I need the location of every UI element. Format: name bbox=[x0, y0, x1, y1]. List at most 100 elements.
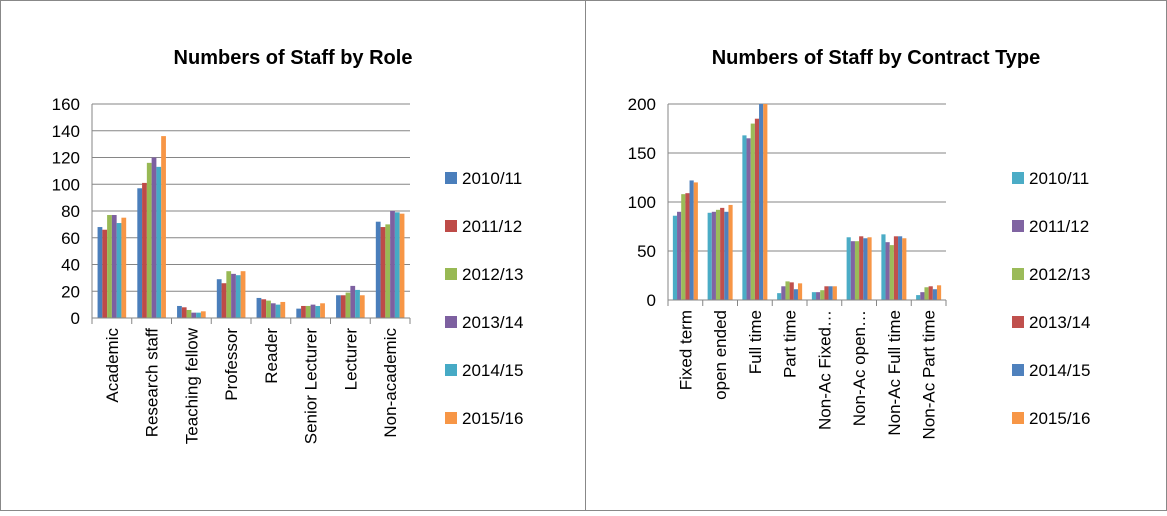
bar bbox=[310, 304, 316, 318]
bar bbox=[850, 241, 855, 300]
x-tick-label: Senior Lecturer bbox=[302, 328, 321, 445]
bar bbox=[932, 289, 937, 300]
y-tick-label: 0 bbox=[647, 291, 656, 310]
bar bbox=[350, 285, 356, 318]
legend-swatch bbox=[445, 364, 457, 376]
bar bbox=[820, 290, 825, 300]
x-tick-label: Non-academic bbox=[381, 328, 400, 438]
bar bbox=[151, 157, 157, 318]
bar bbox=[261, 299, 267, 318]
chart-title: Numbers of Staff by Role bbox=[174, 47, 413, 69]
bar bbox=[200, 311, 206, 318]
bar bbox=[320, 303, 325, 318]
x-tick-label: Professor bbox=[222, 328, 241, 401]
bar bbox=[746, 138, 751, 300]
y-tick-label: 40 bbox=[61, 256, 80, 275]
bar bbox=[226, 271, 232, 318]
bar bbox=[754, 118, 760, 300]
bar bbox=[275, 304, 281, 318]
legend-label: 2010/11 bbox=[462, 169, 522, 188]
bar bbox=[816, 292, 821, 300]
bar bbox=[221, 283, 227, 318]
bar bbox=[916, 295, 921, 300]
x-tick-label: Research staff bbox=[143, 328, 162, 438]
legend-label: 2013/14 bbox=[462, 313, 523, 332]
bar bbox=[881, 234, 886, 300]
bar bbox=[345, 292, 351, 318]
bar bbox=[137, 188, 143, 318]
bar bbox=[394, 212, 400, 318]
bar bbox=[177, 305, 182, 318]
x-tick-label: Full time bbox=[746, 310, 765, 374]
bar bbox=[742, 135, 747, 300]
bar bbox=[828, 286, 833, 300]
bar bbox=[689, 180, 694, 300]
bar bbox=[380, 227, 386, 318]
bar bbox=[385, 224, 391, 318]
y-tick-label: 100 bbox=[628, 193, 656, 212]
bar bbox=[793, 289, 798, 300]
bar bbox=[893, 236, 899, 300]
bar bbox=[920, 292, 925, 300]
bar bbox=[885, 242, 890, 300]
legend-label: 2015/16 bbox=[1029, 409, 1090, 428]
legend-label: 2012/13 bbox=[462, 265, 523, 284]
bar bbox=[677, 211, 682, 300]
legend-label: 2013/14 bbox=[1029, 313, 1090, 332]
x-tick-label: Lecturer bbox=[341, 328, 360, 391]
bar bbox=[681, 194, 686, 300]
bar bbox=[266, 300, 271, 318]
legend-label: 2011/12 bbox=[1029, 217, 1089, 236]
bar bbox=[107, 215, 112, 318]
legend-swatch bbox=[445, 268, 457, 280]
legend-swatch bbox=[445, 316, 457, 328]
x-tick-label: Part time bbox=[781, 310, 800, 378]
bar bbox=[832, 286, 837, 300]
bar bbox=[235, 275, 241, 318]
bar bbox=[336, 295, 341, 318]
bar bbox=[216, 279, 222, 318]
legend-swatch bbox=[1012, 412, 1024, 424]
legend-label: 2014/15 bbox=[1029, 361, 1090, 380]
bar bbox=[146, 162, 152, 318]
bar bbox=[196, 312, 201, 318]
bar bbox=[898, 236, 903, 300]
bar bbox=[186, 309, 192, 318]
bar bbox=[693, 182, 698, 300]
bar bbox=[102, 229, 108, 318]
x-tick-label: Non-Ac Full time bbox=[885, 310, 904, 436]
legend-swatch bbox=[445, 172, 457, 184]
bar bbox=[846, 237, 851, 300]
bar bbox=[707, 212, 712, 300]
bar bbox=[811, 292, 817, 300]
bar bbox=[750, 123, 755, 300]
bar bbox=[902, 238, 907, 300]
x-tick-label: Fixed term bbox=[676, 310, 695, 390]
bar bbox=[142, 182, 147, 318]
legend-label: 2011/12 bbox=[462, 217, 522, 236]
legend-label: 2012/13 bbox=[1029, 265, 1090, 284]
bar bbox=[156, 166, 162, 318]
y-tick-label: 0 bbox=[71, 309, 80, 328]
bar bbox=[685, 193, 690, 300]
bar bbox=[824, 286, 829, 300]
bar bbox=[672, 215, 678, 300]
y-tick-label: 20 bbox=[61, 282, 80, 301]
bar bbox=[111, 215, 117, 318]
bar bbox=[724, 211, 729, 300]
bar bbox=[280, 301, 286, 318]
bar bbox=[781, 286, 786, 300]
bar bbox=[121, 217, 127, 318]
bar bbox=[315, 305, 321, 318]
legend-swatch bbox=[1012, 268, 1024, 280]
bar bbox=[240, 271, 246, 318]
y-tick-label: 60 bbox=[61, 229, 80, 248]
bar bbox=[359, 295, 365, 318]
bar bbox=[728, 204, 733, 300]
legend-label: 2010/11 bbox=[1029, 169, 1089, 188]
legend-swatch bbox=[1012, 220, 1024, 232]
bar bbox=[924, 287, 929, 300]
bar bbox=[296, 308, 302, 318]
